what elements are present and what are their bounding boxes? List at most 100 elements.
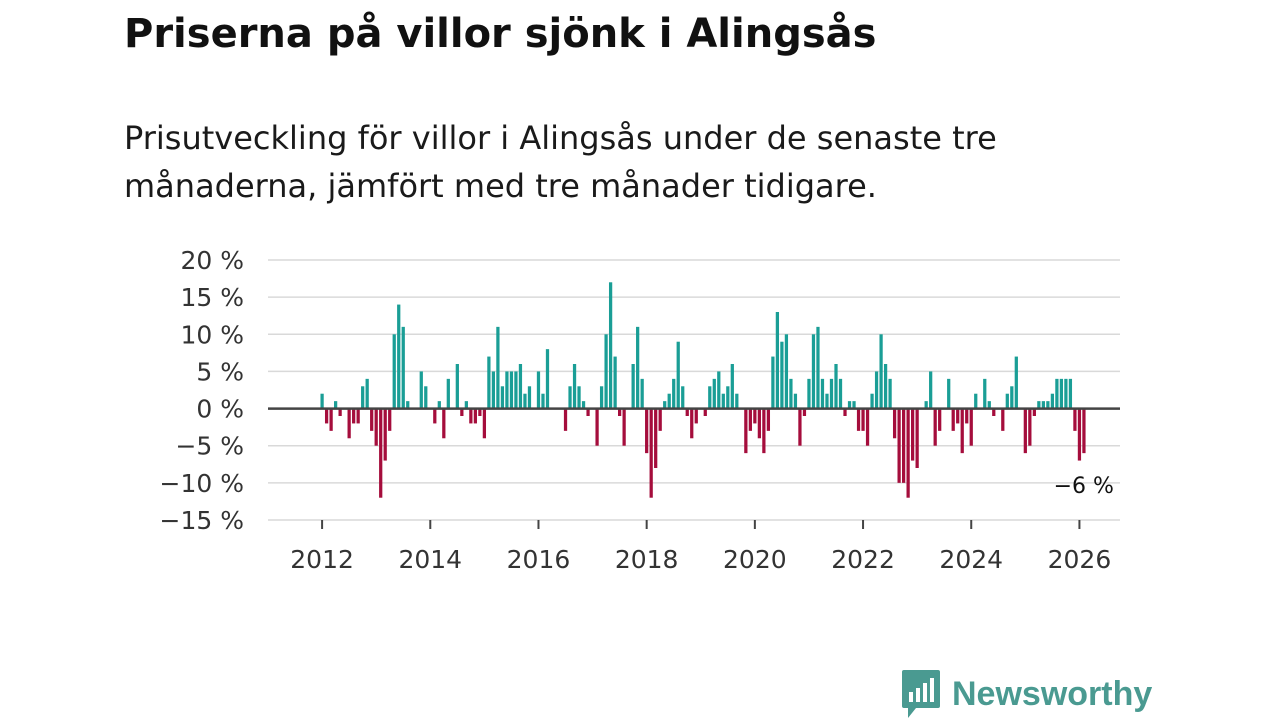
y-tick-label: 0 % (196, 395, 244, 424)
bar (1059, 378, 1064, 409)
gridlines (268, 259, 1120, 521)
bar (829, 378, 834, 409)
bar (622, 408, 626, 446)
bar (852, 401, 856, 409)
bar (703, 408, 707, 416)
bar (1077, 408, 1082, 461)
bar (708, 386, 712, 409)
bar (654, 408, 658, 468)
bar (320, 393, 324, 409)
bar (401, 326, 405, 409)
chart-title: Priserna på villor sjönk i Alingsås (124, 11, 877, 57)
bar (856, 408, 861, 431)
bar (500, 386, 505, 409)
bar (572, 364, 577, 409)
bar (775, 312, 780, 409)
bar (383, 408, 387, 461)
bar (352, 408, 356, 424)
bar (478, 408, 482, 416)
bar (938, 408, 942, 431)
bar (505, 371, 509, 409)
bar (595, 408, 599, 446)
bar (487, 356, 491, 409)
bar (717, 371, 721, 409)
bar (545, 349, 550, 409)
x-tick-label: 2014 (398, 545, 462, 574)
x-axis: 2012 2014 2016 2018 2020 2022 2024 2026 (290, 520, 1111, 574)
bar (640, 378, 644, 409)
bar (1050, 393, 1055, 409)
bar (514, 371, 518, 409)
bar (509, 371, 514, 409)
bar (874, 371, 879, 409)
bar (992, 408, 996, 416)
y-axis-labels: 20 % 15 % 10 % 5 % 0 % −5 % −10 % −15 % (160, 246, 244, 535)
bar (496, 326, 500, 409)
newsworthy-logo: Newsworthy (900, 668, 1152, 720)
bar (446, 378, 450, 409)
bar (442, 408, 446, 439)
latest-value-label: −6 % (1054, 474, 1114, 499)
bar (424, 386, 428, 409)
brand-name: Newsworthy (952, 674, 1153, 713)
bar (455, 364, 459, 409)
bar (883, 364, 888, 409)
bar (735, 393, 739, 409)
bar (379, 408, 383, 498)
x-tick-label: 2024 (939, 545, 1003, 574)
bar (676, 341, 680, 409)
bar (681, 386, 685, 409)
bar (419, 371, 423, 409)
bar (753, 408, 757, 424)
bar (464, 401, 468, 409)
bar (1023, 408, 1027, 454)
bar (879, 334, 883, 409)
bar (631, 364, 635, 409)
bar (843, 408, 847, 416)
bar (956, 408, 960, 424)
bar (658, 408, 662, 431)
chart-subtitle: Prisutveckling för villor i Alingsås und… (124, 119, 997, 205)
bar (820, 378, 825, 409)
bar (712, 378, 716, 409)
bar (947, 378, 951, 409)
bar (482, 408, 487, 439)
x-tick-label: 2016 (507, 545, 571, 574)
bar (1032, 408, 1036, 416)
bar (771, 356, 775, 409)
bar (915, 408, 919, 468)
bar (906, 408, 910, 498)
bar (568, 386, 572, 409)
bar (1014, 356, 1018, 409)
bar (1041, 401, 1045, 409)
bar (1005, 393, 1009, 409)
bar (460, 408, 464, 416)
bar (523, 393, 527, 409)
bar (807, 378, 811, 409)
x-tick-label: 2020 (723, 545, 787, 574)
bar (586, 408, 590, 416)
bar (1068, 378, 1073, 409)
bar (433, 408, 437, 424)
bar (834, 364, 838, 409)
bar (361, 386, 365, 409)
bar (825, 393, 829, 409)
x-tick-label: 2012 (290, 545, 354, 574)
bar (865, 408, 870, 446)
newsworthy-logo-icon (902, 670, 940, 718)
bar (744, 408, 748, 454)
bar (397, 304, 401, 409)
bar (784, 334, 789, 409)
bar (527, 386, 532, 409)
bar (469, 408, 473, 424)
bar (847, 401, 852, 409)
bar (951, 408, 955, 431)
bar (370, 408, 374, 431)
bar (802, 408, 807, 416)
bar (924, 401, 928, 409)
y-tick-label: −5 % (175, 432, 244, 461)
bar (365, 378, 369, 409)
bar (1001, 408, 1005, 431)
bar (685, 408, 689, 416)
bar (1064, 378, 1068, 409)
